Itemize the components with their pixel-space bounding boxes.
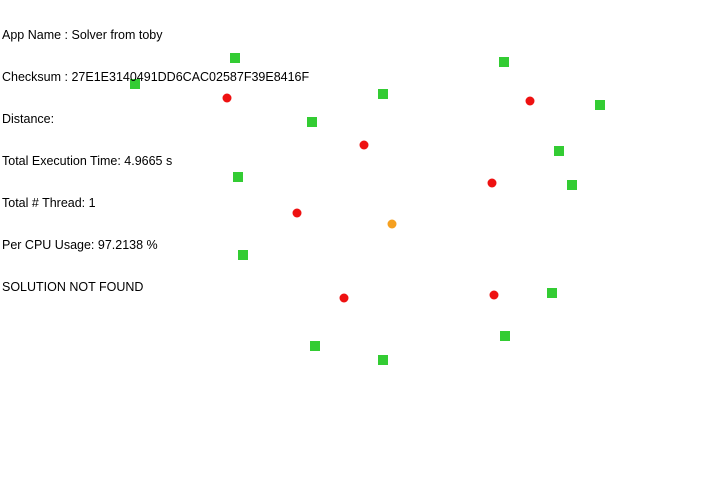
target-square: [238, 250, 248, 260]
distance-text: Distance:: [2, 112, 55, 126]
obstacle-dot: [525, 96, 535, 106]
target-square: [130, 79, 140, 89]
target-square: [378, 89, 388, 99]
obstacle-dot: [222, 93, 232, 103]
target-square: [233, 172, 243, 182]
target-square: [378, 355, 388, 365]
obstacle-dot: [339, 293, 349, 303]
target-markers: [130, 53, 605, 365]
app-name-text: App Name : Solver from toby: [2, 28, 163, 42]
solution-status-text: SOLUTION NOT FOUND: [2, 280, 144, 294]
cpu-usage-text: Per CPU Usage: 97.2138 %: [2, 238, 158, 252]
target-square: [310, 341, 320, 351]
execution-time-text: Total Execution Time: 4.9665 s: [2, 154, 173, 168]
target-square: [499, 57, 509, 67]
obstacle-markers: [222, 93, 535, 303]
checksum-text: Checksum : 27E1E3140491DD6CAC02587F39E84…: [2, 70, 310, 84]
solver-info-panel: App Name : Solver from toby Checksum : 2…: [2, 0, 309, 322]
target-square: [230, 53, 240, 63]
thread-count-text: Total # Thread: 1: [2, 196, 96, 210]
target-square: [547, 288, 557, 298]
target-square: [567, 180, 577, 190]
obstacle-dot: [489, 290, 499, 300]
target-square: [554, 146, 564, 156]
target-square: [307, 117, 317, 127]
obstacle-dot: [292, 208, 302, 218]
target-square: [500, 331, 510, 341]
obstacle-dot: [359, 140, 369, 150]
target-square: [595, 100, 605, 110]
start-dot: [387, 219, 397, 229]
obstacle-dot: [487, 178, 497, 188]
